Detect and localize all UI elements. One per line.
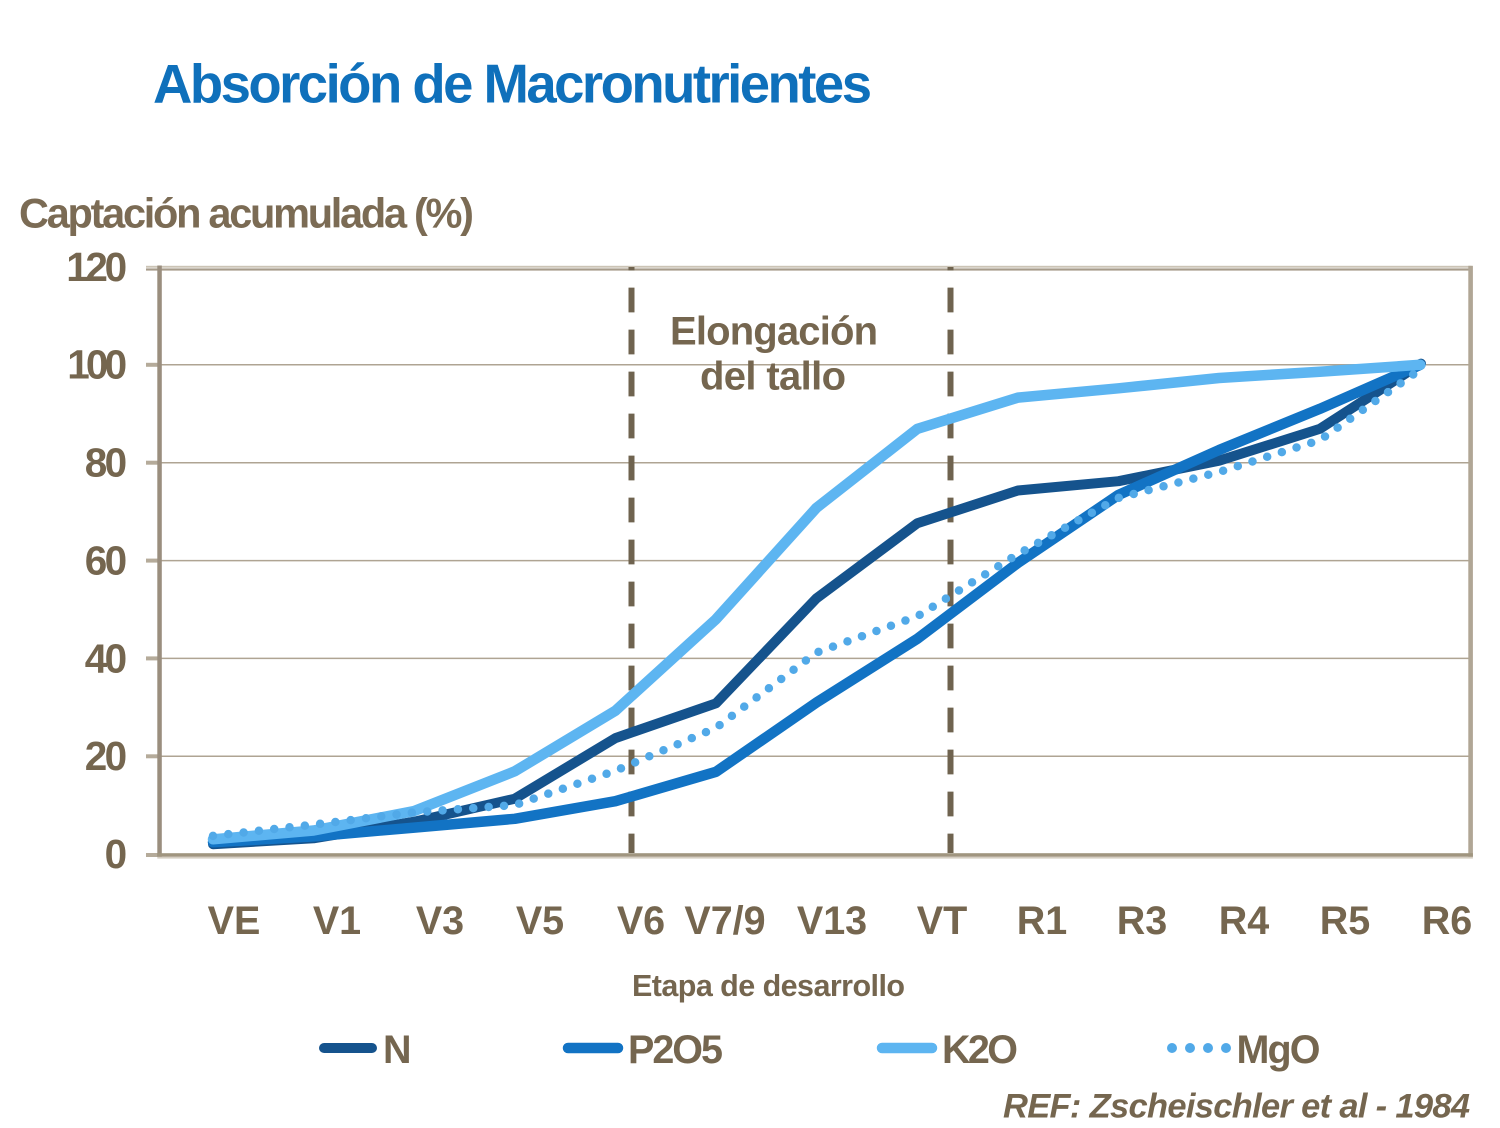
- svg-text:R3: R3: [1117, 899, 1168, 943]
- svg-text:40: 40: [85, 635, 128, 681]
- svg-text:80: 80: [85, 440, 128, 486]
- svg-text:K2O: K2O: [942, 1028, 1018, 1072]
- svg-text:MgO: MgO: [1237, 1028, 1321, 1072]
- svg-text:V5: V5: [516, 899, 564, 943]
- svg-text:Captación acumulada (%): Captación acumulada (%): [19, 190, 474, 237]
- svg-text:P2O5: P2O5: [628, 1028, 723, 1072]
- svg-text:V1: V1: [313, 899, 361, 943]
- svg-text:Elongación: Elongación: [670, 309, 878, 353]
- svg-text:V6: V6: [617, 899, 665, 943]
- svg-text:R5: R5: [1320, 899, 1371, 943]
- svg-text:100: 100: [67, 342, 127, 388]
- svg-text:VT: VT: [917, 899, 967, 943]
- svg-text:VE: VE: [208, 899, 261, 943]
- svg-text:V3: V3: [416, 899, 464, 943]
- svg-text:Absorción de Macronutrientes: Absorción de Macronutrientes: [153, 54, 872, 115]
- svg-text:120: 120: [66, 244, 127, 290]
- svg-text:20: 20: [85, 733, 128, 779]
- svg-text:REF: Zscheischler et al - 198: REF: Zscheischler et al - 1984: [1003, 1088, 1470, 1126]
- svg-text:Etapa de desarrollo: Etapa de desarrollo: [632, 969, 905, 1003]
- svg-text:R1: R1: [1017, 899, 1068, 943]
- svg-text:V7/9: V7/9: [684, 899, 765, 943]
- svg-text:R6: R6: [1422, 899, 1473, 943]
- svg-text:V13: V13: [797, 899, 867, 943]
- svg-text:del tallo: del tallo: [700, 354, 846, 398]
- svg-text:0: 0: [105, 831, 128, 877]
- svg-text:60: 60: [85, 538, 128, 584]
- svg-text:N: N: [383, 1028, 412, 1072]
- svg-text:R4: R4: [1219, 899, 1270, 943]
